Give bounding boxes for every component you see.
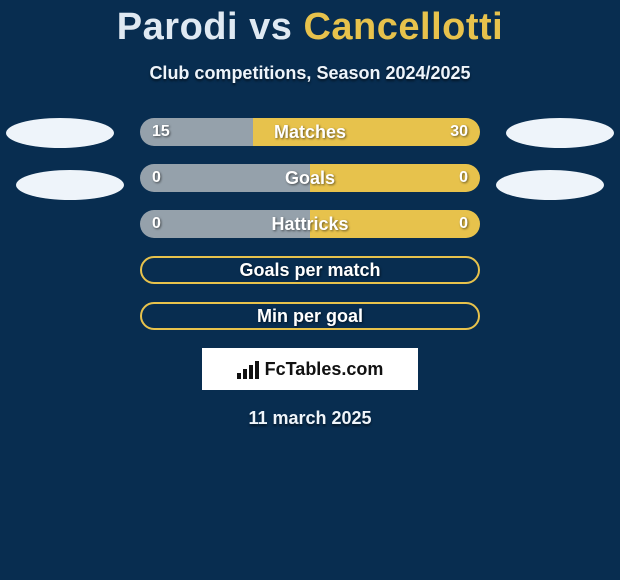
subtitle: Club competitions, Season 2024/2025 — [0, 63, 620, 84]
stat-label: Goals per match — [142, 258, 478, 282]
fctables-text: FcTables.com — [265, 359, 384, 380]
stat-bar-right — [310, 164, 480, 192]
vs-separator: vs — [249, 6, 292, 48]
player2-card-middle — [496, 170, 604, 200]
stat-bar-left — [140, 164, 310, 192]
stat-label: Min per goal — [142, 304, 478, 328]
stat-row: Min per goal — [140, 302, 480, 330]
stat-row: Matches1530 — [140, 118, 480, 146]
stat-row: Goals00 — [140, 164, 480, 192]
stat-row: Hattricks00 — [140, 210, 480, 238]
stat-bar-left — [140, 210, 310, 238]
stat-row: Goals per match — [140, 256, 480, 284]
stat-bar-right — [310, 210, 480, 238]
player1-card-top — [6, 118, 114, 148]
player2-card-top — [506, 118, 614, 148]
stat-bar-left — [140, 118, 253, 146]
fctables-badge: FcTables.com — [202, 348, 418, 390]
player2-name: Cancellotti — [303, 6, 503, 48]
comparison-bars: Matches1530 Goals00 Hattricks00 Goals per m… — [0, 118, 620, 330]
player1-card-middle — [16, 170, 124, 200]
footer-date: 11 march 2025 — [0, 408, 620, 429]
player1-name: Parodi — [117, 6, 238, 48]
stat-bar-right — [253, 118, 480, 146]
bar-chart-icon — [237, 359, 259, 379]
page-title: Parodi vs Cancellotti — [0, 0, 620, 49]
